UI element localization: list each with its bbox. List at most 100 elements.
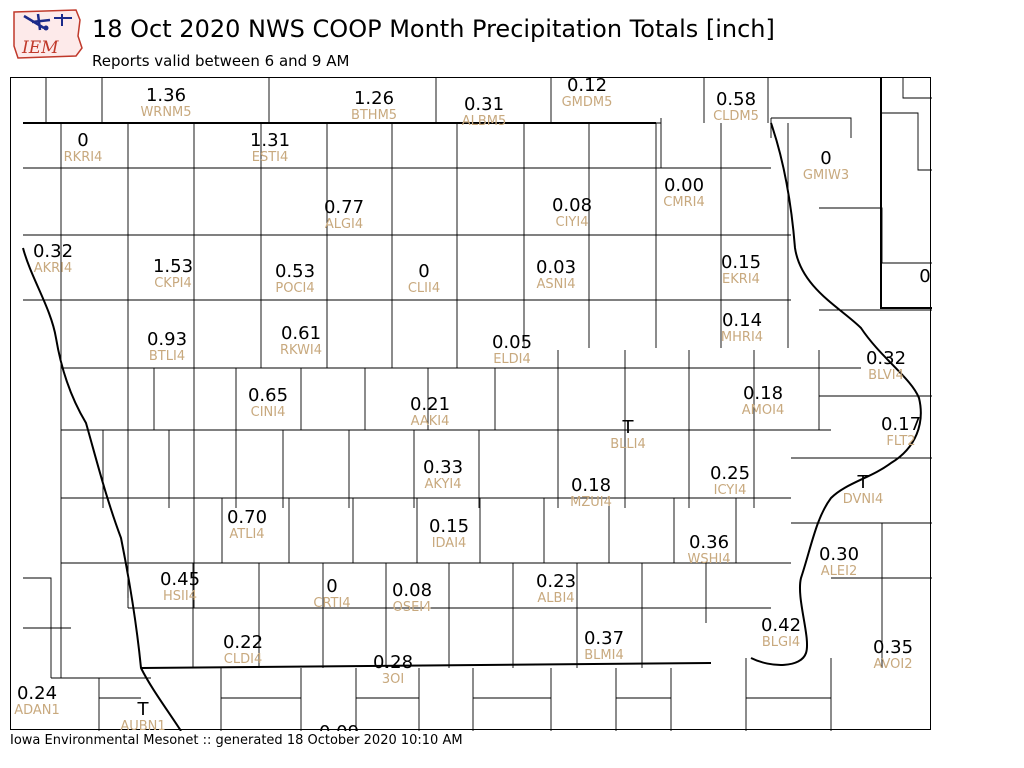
station-value: 1.26 (354, 88, 394, 109)
station-id: MZUI4 (570, 495, 612, 510)
station-value: 0.03 (536, 257, 576, 278)
station-value: 0.24 (17, 683, 57, 704)
station-id: BLGI4 (762, 635, 800, 650)
station-id: BLLI4 (610, 437, 646, 452)
station-value: 0.33 (423, 457, 463, 478)
station-id: BLVI4 (868, 368, 904, 383)
station-value: 0.32 (33, 241, 73, 262)
station-value: 0.00 (664, 175, 704, 196)
station-value: 0.30 (819, 544, 859, 565)
station-value: 0.45 (160, 569, 200, 590)
station-id: CLDI4 (224, 652, 262, 667)
station-id: ATLI4 (229, 527, 264, 542)
station-value: 0.18 (743, 383, 783, 404)
station-id: ALGI4 (325, 217, 363, 232)
station-id: CRTI4 (313, 596, 350, 611)
station-id: CINI4 (251, 405, 286, 420)
station-value: 0.12 (567, 78, 607, 96)
station-id: CLII4 (408, 281, 440, 296)
station-value: 0.36 (689, 532, 729, 553)
station-value: 0.58 (716, 89, 756, 110)
station-id: ICYI4 (714, 483, 747, 498)
station-value: 0 (418, 261, 429, 282)
station-id: ALEI2 (821, 564, 857, 579)
station-value: 0.15 (429, 516, 469, 537)
station-id: BTLI4 (149, 349, 185, 364)
station-value: 0.08 (552, 195, 592, 216)
station-value: 0.05 (492, 332, 532, 353)
station-value: 0.65 (248, 385, 288, 406)
station-value: 0.93 (147, 329, 187, 350)
page-title: 18 Oct 2020 NWS COOP Month Precipitation… (92, 15, 775, 43)
iem-logo: IEM (10, 6, 84, 60)
station-value: 0 (919, 266, 930, 287)
state-boundaries (22, 78, 932, 732)
station-value: T (622, 417, 635, 438)
station-value: 0 (326, 576, 337, 597)
footer-credit: Iowa Environmental Mesonet :: generated … (10, 733, 463, 748)
station-id: CIYI4 (556, 215, 589, 230)
station-id: AKRI4 (34, 261, 73, 276)
station-value: 1.53 (153, 256, 193, 277)
station-value: 0.08 (392, 580, 432, 601)
station-id: ESTI4 (252, 150, 289, 165)
precipitation-map: 1.36 WRNM5 1.26 BTHM5 0.31 ALBM5 0.12 GMDM5 0.58… (10, 75, 932, 757)
station-value: 0.14 (722, 310, 762, 331)
station-value: 0.32 (866, 348, 906, 369)
station-id: EKRI4 (722, 272, 760, 287)
station-value: 0.09 (319, 722, 359, 731)
station-id: WRNM5 (140, 105, 191, 120)
station-value: 0.31 (464, 94, 504, 115)
station-id: GMDM5 (562, 95, 613, 110)
station-id: ALBI4 (537, 591, 574, 606)
station-id: POCI4 (275, 281, 314, 296)
station-id: CKPI4 (154, 276, 192, 291)
station-id: ADAN1 (14, 703, 60, 718)
station-value: 0.28 (373, 652, 413, 673)
station-value: 0.18 (571, 475, 611, 496)
station-id: RKWI4 (280, 343, 322, 358)
station-id: 3OI (382, 672, 404, 687)
station-value: 0.37 (584, 628, 624, 649)
station-id: MHRI4 (721, 330, 763, 345)
station-id: BTHM5 (351, 108, 397, 123)
station-id: IDAI4 (432, 536, 467, 551)
station-value: 0.22 (223, 632, 263, 653)
station-value: T (857, 472, 870, 493)
station-id: OSEI4 (393, 600, 432, 615)
station-value: 0.70 (227, 507, 267, 528)
station-id: CMRI4 (663, 195, 704, 210)
station-id: FLT2 (886, 434, 915, 449)
station-value: 0.21 (410, 394, 450, 415)
station-id: AMOI4 (742, 403, 784, 418)
station-value: 0.35 (873, 637, 913, 658)
station-id: GMIW3 (803, 168, 849, 183)
station-id: CLDM5 (713, 109, 759, 124)
station-value: 0.25 (710, 463, 750, 484)
station-id: HSII4 (163, 589, 197, 604)
station-id: BLMI4 (584, 648, 623, 663)
county-boundaries (23, 78, 932, 731)
station-value: T (137, 699, 150, 720)
station-id: WSHI4 (688, 552, 731, 567)
station-value: 1.31 (250, 130, 290, 151)
station-id: ALBM5 (462, 114, 507, 129)
logo-text: IEM (21, 38, 59, 58)
station-id: RKRI4 (64, 150, 103, 165)
station-id: AVOI2 (873, 657, 912, 672)
station-value: 0.23 (536, 571, 576, 592)
station-id: ELDI4 (493, 352, 531, 367)
station-id: AAKI4 (411, 414, 450, 429)
station-value: 0.17 (881, 414, 921, 435)
station-value: 0.77 (324, 197, 364, 218)
station-value: 0.42 (761, 615, 801, 636)
station-value: 0.61 (281, 323, 321, 344)
station-value: 1.36 (146, 85, 186, 106)
station-value: 0.15 (721, 252, 761, 273)
station-value: 0 (820, 148, 831, 169)
station-value: 0.53 (275, 261, 315, 282)
station-id: DVNI4 (843, 492, 884, 507)
station-id: AUBN1 (120, 719, 165, 731)
